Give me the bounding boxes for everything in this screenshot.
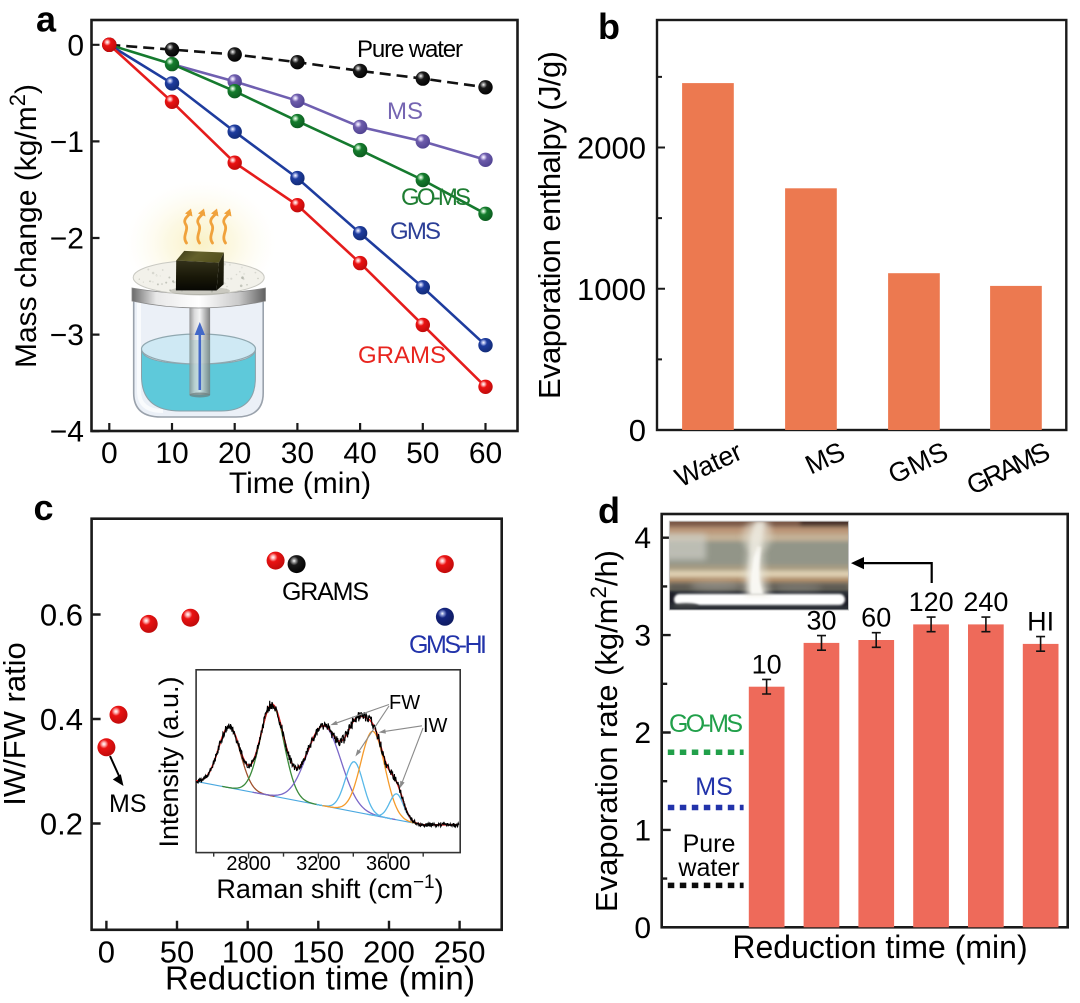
svg-text:GRAMS: GRAMS xyxy=(962,436,1054,500)
svg-text:Time (min): Time (min) xyxy=(229,467,371,500)
svg-text:Pure: Pure xyxy=(683,830,736,858)
svg-text:Intensity (a.u.): Intensity (a.u.) xyxy=(154,676,184,847)
svg-text:0: 0 xyxy=(634,912,651,945)
svg-text:1: 1 xyxy=(634,814,651,847)
svg-text:0.2: 0.2 xyxy=(40,807,83,842)
svg-text:FW: FW xyxy=(389,692,420,714)
svg-text:3600: 3600 xyxy=(366,853,411,875)
svg-text:30: 30 xyxy=(281,437,314,470)
svg-text:c: c xyxy=(34,487,54,528)
svg-text:2: 2 xyxy=(634,717,651,750)
svg-text:0.4: 0.4 xyxy=(40,702,83,737)
svg-text:GRAMS: GRAMS xyxy=(282,578,369,606)
svg-text:0: 0 xyxy=(101,437,118,470)
svg-text:2000: 2000 xyxy=(577,131,646,166)
svg-text:−2: −2 xyxy=(50,223,84,256)
svg-text:GMS-HI: GMS-HI xyxy=(409,631,487,659)
svg-text:10: 10 xyxy=(752,649,782,679)
svg-text:MS: MS xyxy=(695,773,733,801)
svg-text:b: b xyxy=(598,6,620,47)
svg-text:0: 0 xyxy=(67,29,84,62)
svg-text:0.6: 0.6 xyxy=(40,598,83,633)
svg-text:60: 60 xyxy=(861,603,891,633)
svg-text:GO-MS: GO-MS xyxy=(669,710,743,738)
svg-text:water: water xyxy=(677,854,739,882)
svg-text:Raman shift (cm−1): Raman shift (cm−1) xyxy=(216,872,443,904)
svg-text:120: 120 xyxy=(909,587,954,617)
svg-text:GMS: GMS xyxy=(884,436,953,489)
svg-text:0: 0 xyxy=(629,413,646,448)
svg-text:Water: Water xyxy=(670,436,746,493)
svg-text:50: 50 xyxy=(160,935,194,970)
svg-text:3: 3 xyxy=(634,620,651,653)
svg-text:240: 240 xyxy=(963,587,1008,617)
svg-text:40: 40 xyxy=(343,437,376,470)
svg-text:Reduction time (min): Reduction time (min) xyxy=(165,960,475,997)
svg-text:100: 100 xyxy=(222,935,274,970)
svg-text:Pure water: Pure water xyxy=(357,36,463,63)
svg-text:Reduction time (min): Reduction time (min) xyxy=(732,929,1027,965)
svg-text:3200: 3200 xyxy=(296,853,341,875)
svg-text:GMS: GMS xyxy=(390,218,441,245)
svg-text:Mass change (kg/m2): Mass change (kg/m2) xyxy=(5,84,43,368)
svg-text:150: 150 xyxy=(292,935,344,970)
svg-text:IW/FW ratio: IW/FW ratio xyxy=(0,642,32,806)
svg-text:4: 4 xyxy=(634,522,651,555)
svg-text:a: a xyxy=(36,0,57,40)
svg-text:2800: 2800 xyxy=(226,853,271,875)
svg-text:50: 50 xyxy=(406,437,439,470)
svg-text:10: 10 xyxy=(155,437,188,470)
svg-text:20: 20 xyxy=(218,437,251,470)
svg-text:200: 200 xyxy=(363,935,415,970)
svg-text:GRAMS: GRAMS xyxy=(358,342,446,369)
svg-text:MS: MS xyxy=(387,98,423,125)
svg-text:d: d xyxy=(598,490,620,531)
svg-text:Evaporation enthalpy (J/g): Evaporation enthalpy (J/g) xyxy=(532,51,567,399)
svg-text:0: 0 xyxy=(98,935,115,970)
svg-text:60: 60 xyxy=(469,437,502,470)
svg-text:250: 250 xyxy=(434,935,486,970)
svg-text:HI: HI xyxy=(1027,607,1054,637)
svg-text:Evaporation rate (kg/m2/h): Evaporation rate (kg/m2/h) xyxy=(586,550,624,912)
svg-text:−3: −3 xyxy=(50,319,84,352)
svg-text:GO-MS: GO-MS xyxy=(401,184,471,211)
svg-text:1000: 1000 xyxy=(577,272,646,307)
svg-text:−4: −4 xyxy=(50,416,84,449)
svg-text:−1: −1 xyxy=(50,126,84,159)
svg-text:MS: MS xyxy=(801,436,850,480)
svg-text:IW: IW xyxy=(423,715,448,737)
svg-text:MS: MS xyxy=(109,790,147,818)
svg-text:30: 30 xyxy=(806,606,836,636)
